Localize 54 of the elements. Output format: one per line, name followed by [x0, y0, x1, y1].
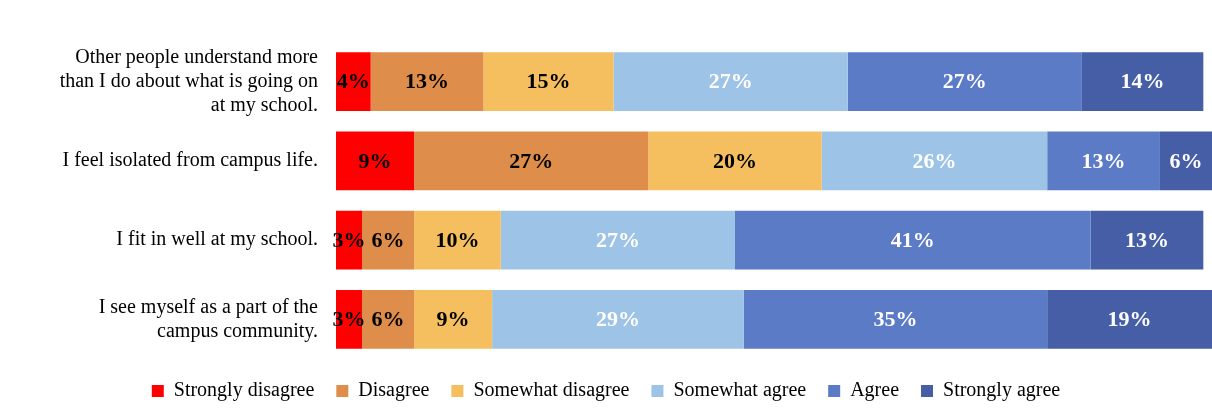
data-label: 27% [708, 68, 753, 94]
y-tick-label: I see myself as a part of the campus community. [98, 294, 319, 342]
data-label: 4% [336, 68, 370, 94]
data-label: 13% [1124, 226, 1169, 252]
bar [1159, 131, 1212, 191]
data-label: 14% [1120, 68, 1165, 94]
bar [847, 52, 1082, 111]
bar [648, 131, 822, 191]
bar [336, 52, 371, 111]
bar [414, 290, 493, 349]
data-label: 41% [890, 226, 935, 252]
data-label: 13% [1081, 147, 1126, 173]
data-label: 26% [912, 147, 957, 173]
legend-label: Somewhat agree [673, 378, 807, 402]
data-label: 29% [595, 306, 640, 332]
data-label: 27% [942, 68, 987, 94]
legend-label: Agree [850, 378, 900, 402]
bar [1081, 52, 1204, 111]
bar [500, 210, 735, 270]
legend-label: Strongly agree [943, 378, 1061, 402]
bar [1047, 131, 1160, 191]
bar [613, 52, 848, 111]
data-label: 15% [526, 68, 571, 94]
data-label: 19% [1107, 306, 1152, 332]
data-label: 35% [873, 306, 918, 332]
data-label: 6% [1169, 147, 1203, 173]
y-tick-label: I fit in well at my school. [116, 227, 318, 251]
data-label: 9% [358, 147, 392, 173]
legend-label: Somewhat disagree [473, 378, 630, 402]
bar [821, 131, 1048, 191]
y-tick-label: Other people understand more than I do about what is going on at my school. [59, 44, 319, 116]
bar [414, 210, 501, 270]
bar [362, 210, 415, 270]
bar [336, 131, 415, 191]
data-label: 13% [405, 68, 450, 94]
y-tick-label: I feel isolated from campus life. [62, 148, 318, 172]
bar [483, 52, 614, 111]
bar [743, 290, 1048, 349]
bar [1047, 290, 1212, 349]
data-label: 6% [371, 226, 405, 252]
legend-label: Disagree [358, 378, 430, 402]
legend-label: Strongly disagree [173, 378, 315, 402]
data-label: 10% [435, 226, 480, 252]
bar [734, 210, 1091, 270]
bar [1090, 210, 1204, 270]
data-label: 9% [436, 306, 470, 332]
bar [362, 290, 415, 349]
data-label: 27% [509, 147, 554, 173]
bar [370, 52, 484, 111]
data-label: 6% [371, 306, 405, 332]
data-label: 27% [595, 226, 640, 252]
data-label: 20% [712, 147, 757, 173]
bar [492, 290, 744, 349]
bar [414, 131, 649, 191]
